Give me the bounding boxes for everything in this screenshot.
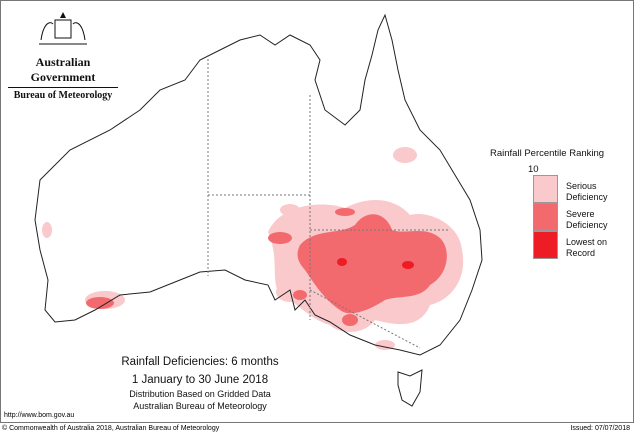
map-caption: Rainfall Deficiencies: 6 months 1 Januar… xyxy=(120,356,280,411)
severe-deficiency-area xyxy=(297,214,447,314)
legend-label: Severe Deficiency xyxy=(566,209,608,230)
australia-outline xyxy=(34,13,483,356)
lowest-on-record-area xyxy=(337,258,347,266)
caption-period: 1 January to 30 June 2018 xyxy=(131,374,269,386)
caption-line4: Australian Bureau of Meteorology xyxy=(133,401,267,411)
legend-swatch-lowest xyxy=(533,231,558,259)
caption-line3: Distribution Based on Gridded Data xyxy=(129,389,271,399)
severe-deficiency-area xyxy=(293,290,307,300)
issued-date: Issued: 07/07/2018 xyxy=(570,425,630,432)
bom-url-link[interactable]: http://www.bom.gov.au xyxy=(4,412,75,419)
logo-line2: Bureau of Meteorology xyxy=(8,87,118,101)
caption-title: Rainfall Deficiencies: 6 months xyxy=(121,356,279,368)
legend: Rainfall Percentile Ranking 10 5 Serious… xyxy=(490,148,608,259)
legend-tick: 10 xyxy=(528,164,539,175)
severe-deficiency-area xyxy=(86,297,114,309)
severe-deficiency-area xyxy=(342,314,358,326)
deficiency-areas xyxy=(42,147,464,350)
lowest-on-record-area xyxy=(402,261,414,269)
state-borders xyxy=(207,55,450,349)
australia-map xyxy=(34,13,483,407)
tasmania-outline xyxy=(397,369,423,407)
legend-title: Rainfall Percentile Ranking xyxy=(490,148,605,159)
copyright-text: © Commonwealth of Australia 2018, Austra… xyxy=(2,425,220,432)
bom-logo: Australian Government Bureau of Meteorol… xyxy=(8,10,118,101)
severe-deficiency-area xyxy=(268,232,292,244)
coat-of-arms-icon xyxy=(39,12,87,45)
logo-line1: Australian Government xyxy=(30,55,96,84)
legend-swatch-severe xyxy=(533,203,558,231)
legend-label: Serious Deficiency xyxy=(566,181,608,202)
serious-deficiency-area xyxy=(393,147,417,163)
serious-deficiency-area xyxy=(42,222,52,238)
severe-deficiency-area xyxy=(335,208,355,216)
legend-swatch-serious xyxy=(533,175,558,203)
serious-deficiency-area xyxy=(280,204,300,216)
legend-label: Lowest on Record xyxy=(566,237,608,258)
